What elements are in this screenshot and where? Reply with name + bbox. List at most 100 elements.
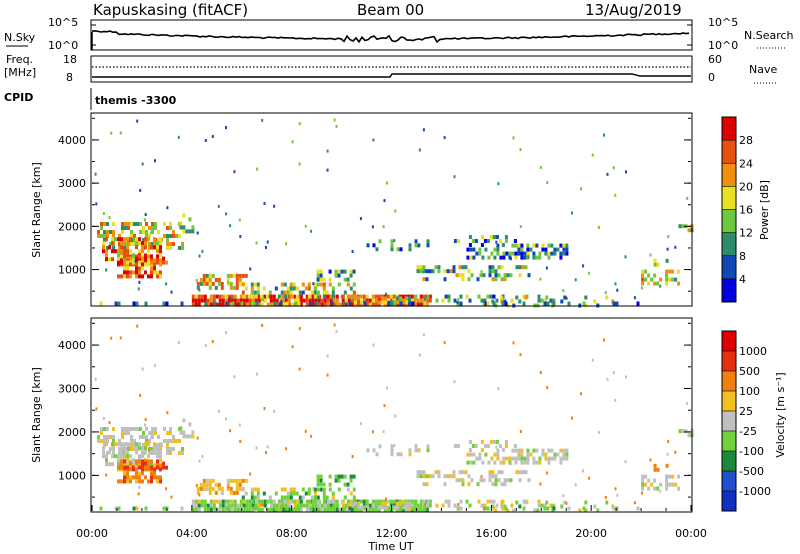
velocity-cell bbox=[135, 506, 139, 511]
power-cell bbox=[425, 269, 429, 274]
velocity-cell bbox=[118, 447, 121, 451]
velocity-cell bbox=[214, 482, 218, 487]
power-cell bbox=[153, 241, 156, 246]
power-cell bbox=[151, 222, 154, 226]
velocity-cell bbox=[408, 501, 412, 506]
velocity-cell bbox=[352, 474, 356, 479]
velocity-cell bbox=[371, 499, 375, 504]
power-cell bbox=[390, 301, 394, 306]
power-cell bbox=[365, 302, 369, 307]
power-cell bbox=[414, 243, 418, 248]
power-cell bbox=[253, 282, 257, 287]
velocity-cell bbox=[138, 475, 141, 480]
power-cell bbox=[455, 273, 459, 278]
power-cell bbox=[203, 298, 207, 303]
power-cell bbox=[399, 296, 403, 301]
velocity-cell bbox=[134, 464, 137, 468]
velocity-cell bbox=[593, 504, 597, 509]
power-cell bbox=[493, 255, 497, 260]
velocity-cell bbox=[199, 482, 203, 487]
velocity-cell bbox=[203, 499, 207, 504]
velocity-cell bbox=[295, 491, 299, 496]
power-cell bbox=[182, 213, 186, 218]
power-cell bbox=[335, 302, 339, 307]
power-cell bbox=[523, 255, 527, 260]
velocity-cell bbox=[227, 499, 231, 504]
power-cell bbox=[191, 294, 195, 299]
power-cell bbox=[348, 301, 352, 306]
velocity-cell bbox=[381, 505, 385, 510]
power-cell bbox=[514, 243, 518, 248]
power-cell bbox=[191, 302, 195, 307]
velocity-cell bbox=[514, 460, 518, 465]
power-cell bbox=[114, 249, 117, 254]
xtick-label: 16:00 bbox=[475, 527, 507, 540]
power-cell bbox=[123, 260, 126, 265]
ytick-label: 1000 bbox=[58, 469, 86, 482]
velocity-cell bbox=[313, 491, 317, 496]
power-cell bbox=[624, 255, 627, 259]
power-cell bbox=[230, 298, 234, 303]
velocity-cell bbox=[386, 499, 390, 504]
velocity-cell bbox=[419, 503, 423, 508]
power-cell bbox=[151, 230, 154, 234]
power-cell bbox=[497, 265, 501, 270]
velocity-cell bbox=[606, 377, 609, 381]
power-cell bbox=[150, 274, 153, 279]
power-cell bbox=[491, 265, 495, 270]
velocity-cell bbox=[233, 499, 237, 504]
power-cell bbox=[165, 260, 168, 265]
velocity-cell bbox=[316, 495, 320, 500]
velocity-cell bbox=[458, 478, 462, 483]
velocity-cell bbox=[236, 507, 240, 512]
velocity-cell bbox=[106, 435, 109, 439]
velocity-cell bbox=[316, 478, 320, 483]
power-cell bbox=[461, 265, 465, 270]
velocity-cell bbox=[677, 486, 681, 491]
velocity-cell bbox=[144, 467, 147, 472]
power-cell bbox=[366, 300, 370, 305]
velocity-cell bbox=[97, 435, 100, 439]
velocity-cell bbox=[263, 503, 267, 508]
power-cell bbox=[257, 294, 261, 299]
velocity-cell bbox=[141, 467, 144, 472]
power-cell bbox=[221, 298, 225, 303]
velocity-cell bbox=[259, 499, 263, 504]
velocity-cell bbox=[97, 439, 100, 443]
power-cell bbox=[138, 258, 141, 263]
power-cell bbox=[153, 237, 156, 242]
velocity-cell bbox=[495, 440, 499, 444]
power-cell bbox=[233, 298, 237, 303]
velocity-cell bbox=[311, 499, 315, 504]
power-cell bbox=[416, 302, 420, 307]
velocity-cell bbox=[319, 478, 323, 483]
velocity-cell bbox=[366, 505, 370, 510]
velocity-cell bbox=[181, 447, 184, 451]
power-cell bbox=[342, 301, 346, 306]
velocity-cell bbox=[489, 440, 493, 444]
velocity-cell bbox=[614, 398, 617, 402]
velocity-cell bbox=[455, 478, 459, 483]
velocity-cell bbox=[385, 386, 388, 390]
velocity-cell bbox=[151, 435, 154, 439]
velocity-cell bbox=[478, 456, 482, 461]
velocity-cell bbox=[319, 487, 323, 492]
power-cell bbox=[384, 296, 388, 301]
colorbar-label: 8 bbox=[739, 250, 746, 263]
power-cell bbox=[138, 266, 141, 271]
velocity-cell bbox=[547, 460, 551, 465]
power-cell bbox=[239, 235, 242, 238]
velocity-cell bbox=[396, 505, 400, 510]
power-cell bbox=[502, 255, 506, 260]
velocity-ylabel: Slant Range [km] bbox=[30, 367, 43, 463]
velocity-cell bbox=[286, 495, 290, 500]
velocity-cell bbox=[118, 451, 121, 455]
power-cell bbox=[559, 255, 563, 260]
power-cell bbox=[212, 294, 216, 299]
velocity-cell bbox=[272, 503, 276, 508]
power-cell bbox=[251, 298, 255, 303]
power-cell bbox=[227, 294, 231, 299]
power-cell bbox=[500, 295, 504, 300]
power-cell bbox=[163, 222, 166, 226]
colorbar-label: 100 bbox=[739, 385, 760, 398]
